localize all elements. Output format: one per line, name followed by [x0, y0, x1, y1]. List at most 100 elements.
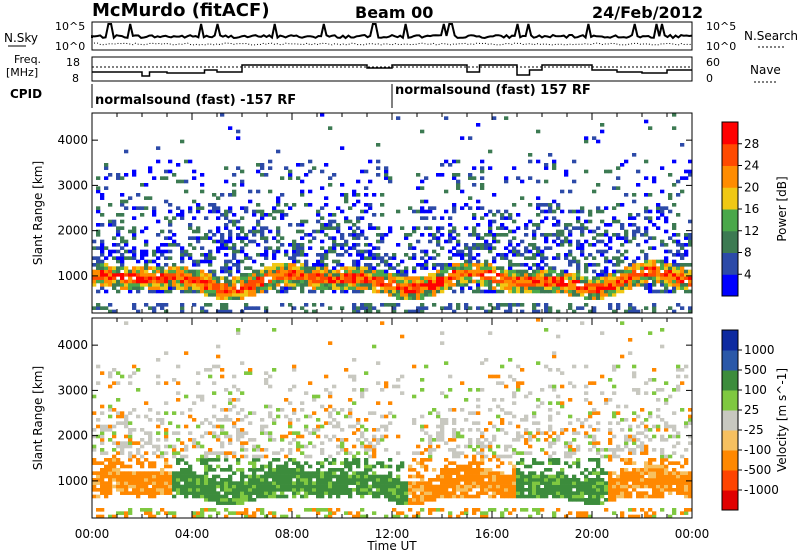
power-cell: [336, 269, 341, 274]
velocity-cell: [224, 488, 229, 492]
power-cell: [608, 169, 613, 174]
power-cell: [260, 279, 265, 284]
power-cell: [272, 216, 277, 220]
power-cell: [408, 283, 413, 287]
power-cell: [392, 266, 397, 270]
power-cell: [616, 259, 621, 264]
power-cell: [520, 309, 525, 314]
power-cell: [624, 239, 629, 244]
velocity-cell: [316, 471, 321, 475]
velocity-cell: [488, 374, 493, 379]
power-cell: [672, 253, 677, 257]
velocity-cell: [656, 494, 661, 499]
velocity-cell: [288, 468, 293, 472]
velocity-cell: [224, 418, 229, 422]
power-cell: [676, 233, 681, 237]
velocity-cell: [424, 488, 429, 492]
velocity-cell: [220, 488, 225, 492]
power-cell: [172, 173, 177, 177]
velocity-cell: [248, 371, 253, 375]
velocity-cell: [428, 441, 433, 445]
velocity-cell: [212, 458, 217, 462]
velocity-cell: [284, 461, 289, 465]
power-cell: [368, 263, 373, 267]
velocity-cell: [324, 488, 329, 492]
velocity-cell: [396, 511, 401, 515]
power-cell: [648, 273, 653, 277]
power-cell: [532, 223, 537, 227]
power-cell: [320, 223, 325, 227]
power-cell: [612, 263, 617, 267]
power-cell: [340, 193, 345, 197]
power-cell: [420, 263, 425, 267]
power-cell: [568, 239, 573, 244]
velocity-cell: [668, 481, 673, 485]
velocity-cell: [124, 414, 129, 419]
velocity-cell: [108, 474, 113, 479]
power-cell: [124, 266, 129, 270]
velocity-cell: [440, 438, 445, 442]
velocity-cell: [448, 461, 453, 465]
power-cell: [568, 229, 573, 234]
power-cell: [260, 263, 265, 267]
power-cell: [408, 233, 413, 237]
power-cell: [344, 266, 349, 270]
power-cell: [688, 159, 693, 164]
velocity-cell: [484, 468, 489, 472]
power-cell: [532, 233, 537, 237]
velocity-cell: [576, 488, 581, 492]
power-cell: [460, 206, 465, 210]
power-cell: [468, 253, 473, 257]
velocity-cell: [208, 514, 213, 519]
power-cell: [668, 306, 673, 310]
power-cell: [212, 283, 217, 287]
power-cell: [240, 169, 245, 174]
velocity-cell: [404, 481, 409, 485]
velocity-cell: [412, 484, 417, 489]
power-cell: [556, 289, 561, 294]
velocity-cell: [200, 478, 205, 482]
power-cell: [180, 139, 185, 144]
power-cell: [368, 226, 373, 230]
power-cell: [564, 223, 569, 227]
power-cell: [676, 263, 681, 267]
power-cell: [368, 273, 373, 277]
power-cell: [120, 226, 125, 230]
power-cell: [480, 266, 485, 270]
power-cell: [636, 183, 641, 187]
power-cell: [212, 209, 217, 214]
power-cell: [144, 259, 149, 264]
power-cell: [596, 249, 601, 254]
velocity-cell: [128, 451, 133, 455]
power-cell: [624, 273, 629, 277]
power-cell: [476, 266, 481, 270]
velocity-cell: [440, 424, 445, 429]
power-cell: [316, 276, 321, 280]
velocity-cell: [348, 398, 353, 402]
power-cell: [132, 266, 137, 270]
velocity-cell: [108, 461, 113, 465]
power-cell: [572, 226, 577, 230]
power-cell: [604, 206, 609, 210]
power-cell: [256, 229, 261, 234]
power-cell: [504, 256, 509, 260]
velocity-cell: [548, 384, 553, 389]
velocity-cell: [628, 478, 633, 482]
power-cell: [640, 233, 645, 237]
velocity-cell: [120, 374, 125, 379]
power-cell: [396, 279, 401, 284]
power-cell: [512, 246, 517, 250]
velocity-cell: [584, 431, 589, 435]
velocity-cell: [432, 448, 437, 452]
power-cell: [556, 279, 561, 284]
velocity-cell: [200, 454, 205, 459]
velocity-cell: [104, 481, 109, 485]
velocity-cell: [192, 478, 197, 482]
power-cell: [140, 256, 145, 260]
power-cell: [124, 269, 129, 274]
velocity-cell: [524, 508, 529, 512]
power-cell: [140, 253, 145, 257]
power-cell: [204, 303, 209, 307]
power-cell: [376, 279, 381, 284]
